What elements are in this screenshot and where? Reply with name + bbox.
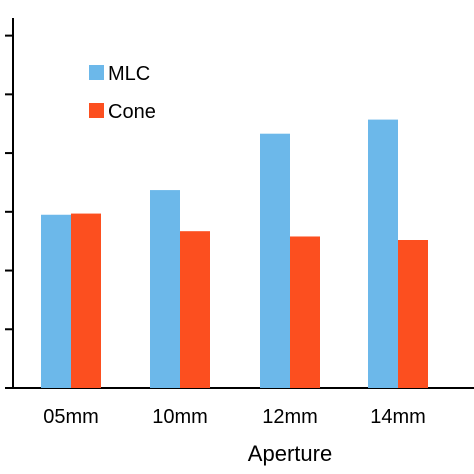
x-tick-label: 12mm bbox=[262, 406, 318, 428]
bar-cone-05mm bbox=[71, 213, 101, 388]
bar-cone-10mm bbox=[180, 231, 210, 388]
legend-swatch-mlc bbox=[89, 65, 104, 80]
legend: MLC Cone bbox=[89, 63, 156, 123]
x-tick-labels: 05mm 10mm 12mm 14mm bbox=[43, 406, 426, 428]
bar-mlc-12mm bbox=[260, 133, 290, 388]
legend-swatch-cone bbox=[89, 103, 104, 118]
x-tick-label: 10mm bbox=[152, 406, 208, 428]
bar-cone-14mm bbox=[398, 240, 428, 388]
bar-mlc-14mm bbox=[368, 119, 398, 388]
bar-cone-12mm bbox=[290, 236, 320, 388]
x-tick-label: 14mm bbox=[370, 406, 426, 428]
x-tick-label: 05mm bbox=[43, 406, 99, 428]
bar-mlc-05mm bbox=[41, 214, 71, 388]
x-axis-title: Aperture bbox=[248, 441, 332, 466]
bar-mlc-10mm bbox=[150, 190, 180, 388]
legend-label-mlc: MLC bbox=[108, 63, 150, 85]
bars bbox=[41, 119, 428, 388]
legend-label-cone: Cone bbox=[108, 101, 156, 123]
